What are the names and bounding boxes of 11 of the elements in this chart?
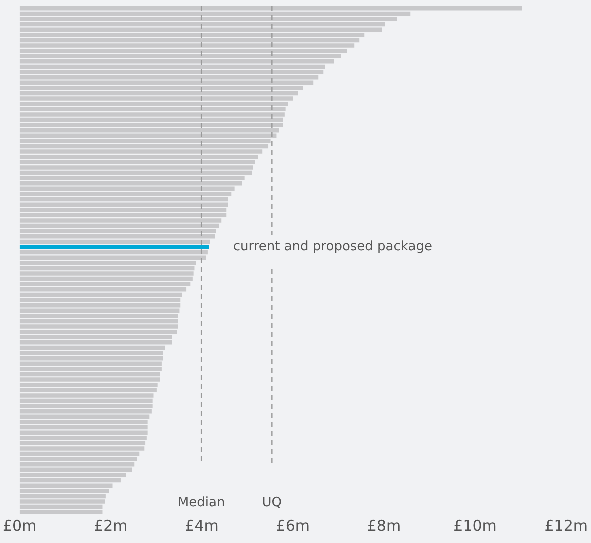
bar [20,245,210,250]
x-tick-label: £4m [185,516,219,535]
ref-line-label: Median [178,495,226,510]
x-tick-label: £8m [367,516,402,535]
x-tick-label: £12m [544,516,588,535]
ref-line-label: UQ [262,495,282,510]
annotation: current and proposed package [233,240,432,255]
x-tick-label: £10m [454,516,497,535]
x-tick-label: £2m [94,516,128,535]
x-tick-label: £0m [3,516,37,535]
x-tick-label: £6m [276,516,310,535]
